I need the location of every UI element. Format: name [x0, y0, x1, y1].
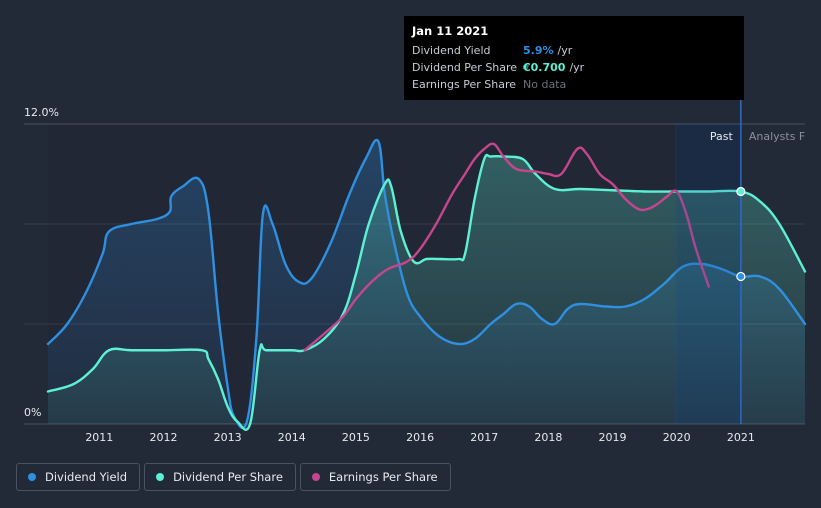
marker-dividend-per-share [736, 186, 746, 197]
legend-dot-icon [28, 473, 36, 481]
legend-label: Dividend Yield [45, 470, 128, 484]
forecast-label: Analysts Forecasts [749, 130, 821, 143]
chart-tooltip: Jan 11 2021 Dividend Yield 5.9% /yr Divi… [404, 16, 744, 100]
x-tick-label: 2019 [599, 431, 627, 444]
x-tick-label: 2018 [534, 431, 562, 444]
x-tick-label: 2011 [85, 431, 113, 444]
series-line-dividend-per-share [46, 153, 807, 431]
x-tick-label: 2021 [727, 431, 755, 444]
legend-label: Dividend Per Share [173, 470, 283, 484]
tooltip-row-nodata: No data [523, 78, 567, 91]
tooltip-row-value: 5.9% [523, 44, 554, 57]
legend-dot-icon [156, 473, 165, 481]
legend-item-dividend-yield[interactable]: Dividend Yield [16, 463, 141, 491]
tooltip-row-unit: /yr [557, 44, 573, 57]
marker-dividend-yield [736, 271, 746, 282]
x-tick-label: 2017 [470, 431, 498, 444]
tooltip-row-earnings-per-share: Earnings Per Share No data [412, 76, 736, 93]
tooltip-row-label: Dividend Per Share [412, 61, 518, 74]
series-line-dividend-yield [46, 138, 807, 430]
legend-item-earnings-per-share[interactable]: Earnings Per Share [299, 463, 451, 491]
legend-dot-icon [311, 473, 320, 481]
y-tick-label: 12.0% [24, 106, 59, 119]
hover-band [674, 124, 741, 424]
tooltip-row-value: €0.700 [523, 61, 566, 74]
tooltip-date: Jan 11 2021 [412, 24, 489, 38]
x-tick-label: 2016 [406, 431, 434, 444]
legend-label: Earnings Per Share [328, 470, 438, 484]
chart-legend: Dividend Yield Dividend Per Share Earnin… [16, 463, 451, 491]
x-tick-label: 2013 [214, 431, 242, 444]
tooltip-row-dividend-yield: Dividend Yield 5.9% /yr [412, 42, 736, 59]
x-tick-label: 2012 [149, 431, 177, 444]
x-tick-label: 2014 [278, 431, 306, 444]
past-label: Past [710, 130, 734, 143]
tooltip-row-label: Dividend Yield [412, 44, 491, 57]
tooltip-row-dividend-per-share: Dividend Per Share €0.700 /yr [412, 59, 736, 76]
legend-item-dividend-per-share[interactable]: Dividend Per Share [144, 463, 296, 491]
x-tick-label: 2020 [663, 431, 691, 444]
x-tick-label: 2015 [342, 431, 370, 444]
y-tick-label: 0% [24, 406, 41, 419]
series-area-dividend-per-share [48, 154, 805, 430]
tooltip-row-label: Earnings Per Share [412, 78, 517, 91]
series-line-earnings-per-share [303, 142, 710, 352]
tooltip-row-unit: /yr [569, 61, 585, 74]
